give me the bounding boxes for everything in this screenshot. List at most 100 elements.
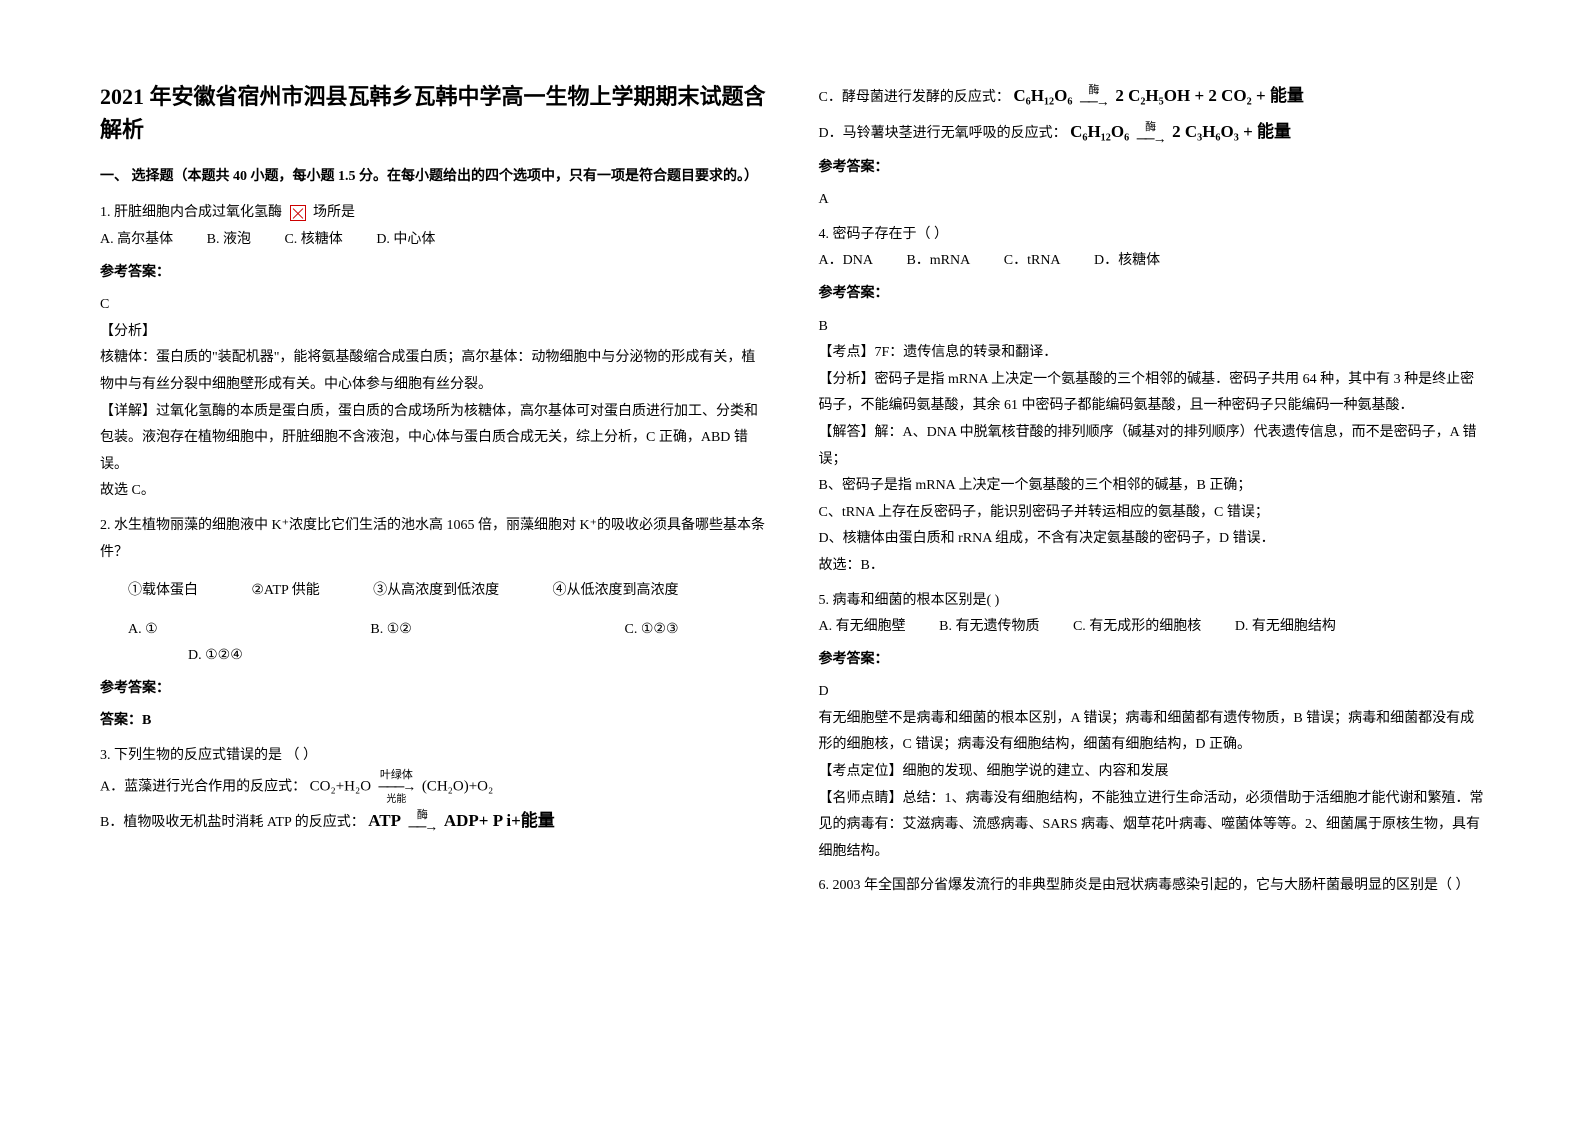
q1-analysis1: 核糖体：蛋白质的"装配机器"，能将氨基酸缩合成蛋白质；高尔基体：动物细胞中与分泌… xyxy=(100,345,769,398)
q3-answer: A xyxy=(819,187,1488,214)
q2-num: 2. xyxy=(100,518,111,533)
q2-opt-c: C. ①②③ xyxy=(625,617,679,644)
q2-items: ①载体蛋白 ②ATP 供能 ③从高浓度到低浓度 ④从低浓度到高浓度 xyxy=(100,578,769,605)
q1-num: 1. xyxy=(100,205,111,220)
arrow-icon: 酶 ──→ xyxy=(408,810,436,835)
q5-analysis: 有无细胞壁不是病毒和细菌的根本区别，A 错误；病毒和细菌都有遗传物质，B 错误；… xyxy=(819,706,1488,759)
q1-opt-c: C. 核糖体 xyxy=(284,227,342,254)
q3-body: 下列生物的反应式错误的是 （ ） xyxy=(114,748,317,763)
q5-options: A. 有无细胞壁 B. 有无遗传物质 C. 有无成形的细胞核 D. 有无细胞结构 xyxy=(819,614,1488,641)
q1-opt-d: D. 中心体 xyxy=(376,227,435,254)
q3-optc-right: 2 C₂H₅OH + 2 CO₂ + 能量 xyxy=(1115,86,1304,105)
q2-item1: ①载体蛋白 xyxy=(128,578,198,605)
q3-opt-a: A．蓝藻进行光合作用的反应式： CO₂+H₂O 叶绿体 ───→ 光能 (CH₂… xyxy=(100,770,769,805)
q4-jieda-c: C、tRNA 上存在反密码子，能识别密码子并转运相应的氨基酸，C 错误； xyxy=(819,500,1488,527)
q2-body: 水生植物丽藻的细胞液中 K⁺浓度比它们生活的池水高 1065 倍，丽藻细胞对 K… xyxy=(100,518,765,560)
q4-body: 密码子存在于（ ） xyxy=(833,227,949,242)
q4-num: 4. xyxy=(819,227,830,242)
q1-text-post: 场所是 xyxy=(313,205,355,220)
q2-item3: ③从高浓度到低浓度 xyxy=(373,578,499,605)
q4-analysis: 【分析】密码子是指 mRNA 上决定一个氨基酸的三个相邻的碱基．密码子共用 64… xyxy=(819,367,1488,420)
q1-opt-b: B. 液泡 xyxy=(207,227,251,254)
q5-opt-d: D. 有无细胞结构 xyxy=(1235,614,1336,641)
q1-text: 1. 肝脏细胞内合成过氧化氢酶 场所是 xyxy=(100,200,769,227)
q3-optd-pre: D．马铃薯块茎进行无氧呼吸的反应式： xyxy=(819,126,1067,141)
q3-optb-pre: B．植物吸收无机盐时消耗 ATP 的反应式： xyxy=(100,815,365,830)
q6-text: 6. 2003 年全国部分省爆发流行的非典型肺炎是由冠状病毒感染引起的，它与大肠… xyxy=(819,873,1488,900)
q3-optd-left: C₆H₁₂O₆ xyxy=(1070,122,1129,141)
q1-opt-a: A. 高尔基体 xyxy=(100,227,173,254)
q6-body: 2003 年全国部分省爆发流行的非典型肺炎是由冠状病毒感染引起的，它与大肠杆菌最… xyxy=(833,878,1470,893)
q1-conclusion: 故选 C。 xyxy=(100,478,769,505)
q4-jieda-d: D、核糖体由蛋白质和 rRNA 组成，不含有决定氨基酸的密码子，D 错误． xyxy=(819,526,1488,553)
q4-opt-d: D．核糖体 xyxy=(1094,248,1160,275)
q3-num: 3. xyxy=(100,748,111,763)
q3-opt-b: B．植物吸收无机盐时消耗 ATP 的反应式： ATP 酶 ──→ ADP+ P … xyxy=(100,805,769,837)
q2-item4: ④从低浓度到高浓度 xyxy=(552,578,678,605)
q1-analysis2: 【详解】过氧化氢酶的本质是蛋白质，蛋白质的合成场所为核糖体，高尔基体可对蛋白质进… xyxy=(100,399,769,479)
left-column: 2021 年安徽省宿州市泗县瓦韩乡瓦韩中学高一生物上学期期末试题含解析 一、 选… xyxy=(100,80,769,1082)
q3-optb-right: ADP+ P i+能量 xyxy=(444,811,555,830)
q4-jieda-b: B、密码子是指 mRNA 上决定一个氨基酸的三个相邻的碱基，B 正确； xyxy=(819,473,1488,500)
q5-text: 5. 病毒和细菌的根本区别是( ) xyxy=(819,588,1488,615)
arrow-icon: 酶 ──→ xyxy=(1080,85,1108,110)
q6-num: 6. xyxy=(819,878,830,893)
q2-text: 2. 水生植物丽藻的细胞液中 K⁺浓度比它们生活的池水高 1065 倍，丽藻细胞… xyxy=(100,513,769,566)
section-header: 一、 选择题（本题共 40 小题，每小题 1.5 分。在每小题给出的四个选项中，… xyxy=(100,166,769,188)
q3-optb-left: ATP xyxy=(368,811,401,830)
right-column: C．酵母菌进行发酵的反应式： C₆H₁₂O₆ 酶 ──→ 2 C₂H₅OH + … xyxy=(819,80,1488,1082)
q3-opt-d: D．马铃薯块茎进行无氧呼吸的反应式： C₆H₁₂O₆ 酶 ──→ 2 C₃H₆O… xyxy=(819,116,1488,148)
q2-answer-label: 参考答案： xyxy=(100,676,769,703)
q2-opt-b: B. ①② xyxy=(370,617,411,644)
q5-kaodian: 【考点定位】细胞的发现、细胞学说的建立、内容和发展 xyxy=(819,759,1488,786)
q4-opt-c: C．tRNA xyxy=(1004,248,1061,275)
q2-item2: ②ATP 供能 xyxy=(251,578,319,605)
q4-answer: B xyxy=(819,314,1488,341)
q3-opta-right: (CH₂O)+O₂ xyxy=(422,778,493,794)
q4-kaodian: 【考点】7F：遗传信息的转录和翻译． xyxy=(819,340,1488,367)
arrow-icon: 酶 ──→ xyxy=(1137,122,1165,147)
q2-options-row2: D. ①②④ xyxy=(100,643,769,670)
error-icon xyxy=(290,205,306,221)
q4-conclusion: 故选：B． xyxy=(819,553,1488,580)
question-6: 6. 2003 年全国部分省爆发流行的非典型肺炎是由冠状病毒感染引起的，它与大肠… xyxy=(819,873,1488,900)
q4-jieda-a: 【解答】解：A、DNA 中脱氧核苷酸的排列顺序（碱基对的排列顺序）代表遗传信息，… xyxy=(819,420,1488,473)
q5-answer-label: 参考答案： xyxy=(819,647,1488,674)
q3-optd-right: 2 C₃H₆O₃ + 能量 xyxy=(1172,122,1291,141)
q5-num: 5. xyxy=(819,593,830,608)
q1-text-pre: 肝脏细胞内合成过氧化氢酶 xyxy=(114,205,282,220)
question-3: 3. 下列生物的反应式错误的是 （ ） A．蓝藻进行光合作用的反应式： CO₂+… xyxy=(100,743,769,837)
q4-opt-b: B．mRNA xyxy=(906,248,970,275)
q3-optc-left: C₆H₁₂O₆ xyxy=(1013,86,1072,105)
q4-options: A．DNA B．mRNA C．tRNA D．核糖体 xyxy=(819,248,1488,275)
q1-answer-label: 参考答案： xyxy=(100,260,769,287)
q1-answer: C xyxy=(100,292,769,319)
question-5: 5. 病毒和细菌的根本区别是( ) A. 有无细胞壁 B. 有无遗传物质 C. … xyxy=(819,588,1488,866)
question-1: 1. 肝脏细胞内合成过氧化氢酶 场所是 A. 高尔基体 B. 液泡 C. 核糖体… xyxy=(100,200,769,505)
q1-options: A. 高尔基体 B. 液泡 C. 核糖体 D. 中心体 xyxy=(100,227,769,254)
q3-answer-label: 参考答案： xyxy=(819,155,1488,182)
q4-opt-a: A．DNA xyxy=(819,248,873,275)
q4-answer-label: 参考答案： xyxy=(819,281,1488,308)
question-4: 4. 密码子存在于（ ） A．DNA B．mRNA C．tRNA D．核糖体 参… xyxy=(819,222,1488,580)
q3-optc-pre: C．酵母菌进行发酵的反应式： xyxy=(819,90,1010,105)
q5-opt-a: A. 有无细胞壁 xyxy=(819,614,906,641)
q2-opt-d: D. ①②④ xyxy=(188,643,243,670)
q2-answer: 答案：B xyxy=(100,708,769,735)
q5-opt-b: B. 有无遗传物质 xyxy=(939,614,1039,641)
q2-options-row1: A. ① B. ①② C. ①②③ xyxy=(100,617,769,644)
document-title: 2021 年安徽省宿州市泗县瓦韩乡瓦韩中学高一生物上学期期末试题含解析 xyxy=(100,80,769,146)
q3-opta-pre: A．蓝藻进行光合作用的反应式： xyxy=(100,779,306,794)
q3-text: 3. 下列生物的反应式错误的是 （ ） xyxy=(100,743,769,770)
q5-dianjing: 【名师点睛】总结：1、病毒没有细胞结构，不能独立进行生命活动，必须借助于活细胞才… xyxy=(819,786,1488,866)
q3-opta-left: CO₂+H₂O xyxy=(310,778,371,794)
q5-answer: D xyxy=(819,679,1488,706)
q3-opt-c: C．酵母菌进行发酵的反应式： C₆H₁₂O₆ 酶 ──→ 2 C₂H₅OH + … xyxy=(819,80,1488,112)
q2-opt-a: A. ① xyxy=(128,617,158,644)
q5-body: 病毒和细菌的根本区别是( ) xyxy=(833,593,1000,608)
q4-text: 4. 密码子存在于（ ） xyxy=(819,222,1488,249)
question-2: 2. 水生植物丽藻的细胞液中 K⁺浓度比它们生活的池水高 1065 倍，丽藻细胞… xyxy=(100,513,769,735)
q5-opt-c: C. 有无成形的细胞核 xyxy=(1073,614,1201,641)
question-3-cont: C．酵母菌进行发酵的反应式： C₆H₁₂O₆ 酶 ──→ 2 C₂H₅OH + … xyxy=(819,80,1488,214)
arrow-icon: 叶绿体 ───→ 光能 xyxy=(379,770,415,805)
